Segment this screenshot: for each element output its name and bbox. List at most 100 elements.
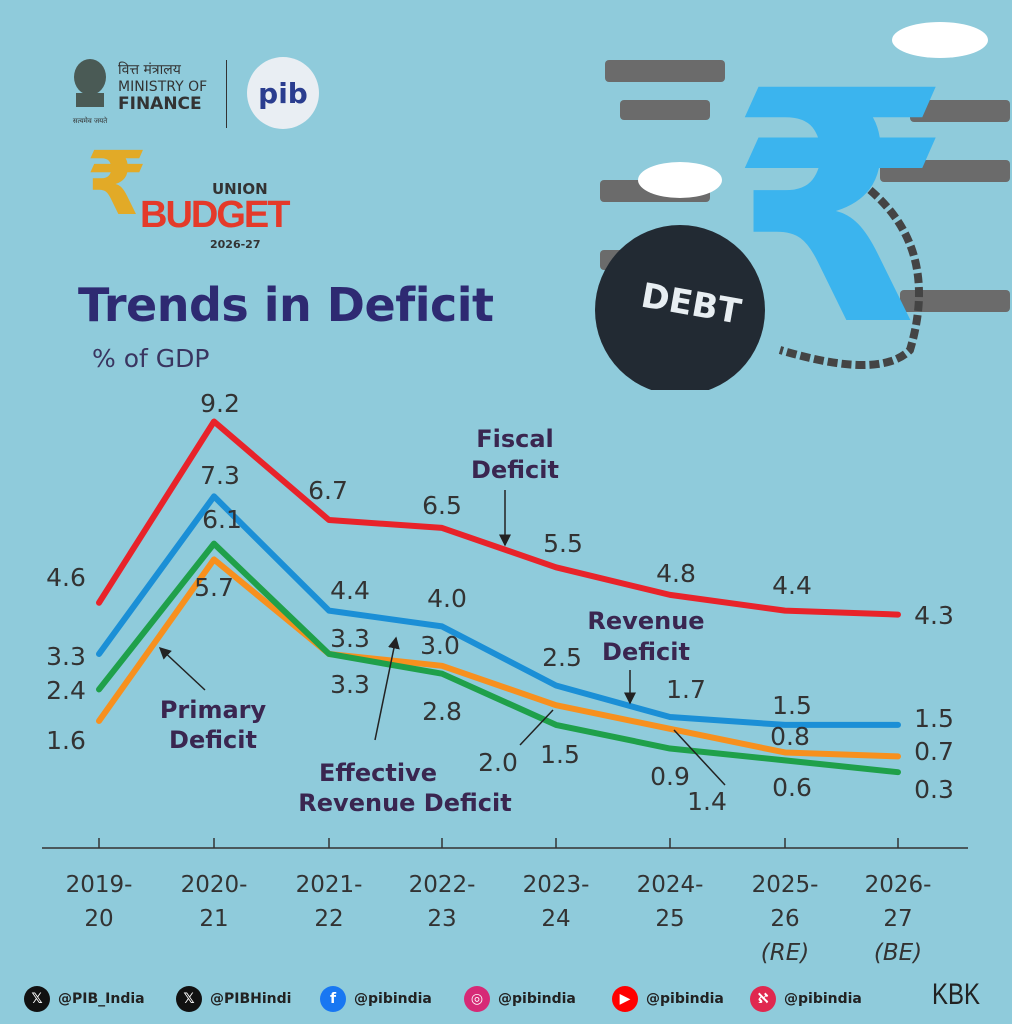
x-tick-label: (BE) [874, 940, 922, 966]
data-label: 0.3 [914, 775, 954, 804]
facebook-icon: f [320, 986, 346, 1012]
social-handle[interactable]: f @pibindia [320, 986, 432, 1012]
x-tick-label: 2019- [66, 872, 133, 898]
data-label: 3.3 [46, 642, 86, 671]
x-tick-label: 26 [770, 906, 799, 932]
youtube-icon: ▶ [612, 986, 638, 1012]
ministry-hindi: वित्त मंत्रालय [118, 62, 181, 78]
series-annotation: Deficit [471, 456, 559, 484]
social-handle[interactable]: ◎ @pibindia [464, 986, 576, 1012]
data-label: 2.5 [542, 643, 582, 672]
divider [226, 60, 227, 128]
leader-line [673, 729, 726, 786]
handle-text: @PIBHindi [210, 991, 292, 1007]
x-tick-label: 25 [655, 906, 684, 932]
x-tick-label: (RE) [761, 940, 809, 966]
series-line-effective-revenue-deficit [96, 540, 901, 776]
chart-title: Trends in Deficit [78, 278, 494, 332]
social-handle[interactable]: 𝕏 @PIB_India [24, 986, 145, 1012]
x-tick-label: 23 [427, 906, 456, 932]
series-annotation: Primary [160, 696, 267, 724]
handle-text: @pibindia [646, 991, 724, 1007]
data-label: 4.6 [46, 563, 86, 592]
series-annotation: Deficit [602, 638, 690, 666]
data-label: 3.3 [330, 624, 370, 653]
national-emblem-icon: सत्यमेव जयते [73, 59, 108, 125]
data-label: 2.4 [46, 676, 86, 705]
social-handle[interactable]: ℵ @pibindia [750, 986, 862, 1012]
handle-text: @PIB_India [58, 991, 145, 1007]
x-icon: 𝕏 [176, 986, 202, 1012]
data-label: 1.6 [46, 726, 86, 755]
data-label: 1.5 [772, 691, 812, 720]
debt-ball [595, 225, 765, 390]
social-handle[interactable]: ▶ @pibindia [612, 986, 724, 1012]
pib-logo: pib [247, 57, 319, 129]
data-label: 2.0 [478, 748, 518, 777]
koo-icon: ℵ [750, 986, 776, 1012]
x-tick-label: 2023- [523, 872, 590, 898]
data-label: 2.8 [422, 697, 462, 726]
data-label: 6.7 [308, 476, 348, 505]
data-label: 6.1 [202, 505, 242, 534]
x-tick-label: 20 [84, 906, 113, 932]
x-tick-label: 27 [883, 906, 912, 932]
data-label: 4.0 [427, 584, 467, 613]
debt-illustration: ₹ DEBT [595, 22, 1010, 390]
ministry-line2: FINANCE [118, 94, 202, 114]
data-label: 1.5 [914, 704, 954, 733]
cloud [638, 162, 722, 198]
x-tick-label: 2024- [637, 872, 704, 898]
data-label: 5.5 [543, 529, 583, 558]
data-label: 0.7 [914, 737, 954, 766]
x-tick-label: 2025- [752, 872, 819, 898]
annotation-arrow [158, 646, 206, 691]
data-label: 0.8 [770, 722, 810, 751]
y-axis-label: % of GDP [92, 344, 210, 373]
instagram-icon: ◎ [464, 986, 490, 1012]
data-label: 7.3 [200, 461, 240, 490]
series-annotation: Deficit [169, 726, 257, 754]
x-tick-label: 2020- [181, 872, 248, 898]
series-annotation: Revenue [587, 607, 704, 635]
data-label: 4.4 [772, 571, 812, 600]
credit: KBK [932, 978, 981, 1011]
leader-line [519, 709, 554, 746]
svg-text:सत्यमेव जयते: सत्यमेव जयते [73, 116, 108, 125]
x-tick-label: 22 [314, 906, 343, 932]
cloud [892, 22, 988, 58]
data-label: 1.4 [687, 787, 727, 816]
budget-word: BUDGET [140, 194, 290, 236]
ministry-line1: MINISTRY OF [118, 79, 208, 95]
series-line-primary-deficit [96, 556, 901, 760]
budget-year: 2026-27 [210, 238, 261, 251]
chain [778, 186, 923, 369]
series-line-fiscal-deficit [96, 418, 901, 618]
ministry-name: वित्त मंत्रालय MINISTRY OF FINANCE [118, 62, 207, 114]
x-tick-label: 24 [541, 906, 570, 932]
data-label: 1.7 [666, 675, 706, 704]
data-label: 0.9 [650, 762, 690, 791]
data-label: 4.3 [914, 601, 954, 630]
data-label: 0.6 [772, 773, 812, 802]
series-annotation: Fiscal [476, 425, 554, 453]
handle-text: @pibindia [354, 991, 432, 1007]
x-tick-label: 2022- [409, 872, 476, 898]
data-label: 9.2 [200, 389, 240, 418]
data-label: 5.7 [194, 573, 234, 602]
budget-union: UNION [212, 180, 268, 198]
data-label: 4.4 [330, 576, 370, 605]
data-label: 4.8 [656, 559, 696, 588]
social-handle[interactable]: 𝕏 @PIBHindi [176, 986, 291, 1012]
x-tick-label: 21 [199, 906, 228, 932]
annotation-arrow [374, 636, 400, 741]
series-annotation: Revenue Deficit [298, 789, 511, 817]
data-label: 3.0 [420, 631, 460, 660]
handle-text: @pibindia [784, 991, 862, 1007]
x-tick-label: 2026- [865, 872, 932, 898]
rupee-gold-icon: ₹ [86, 132, 148, 235]
handle-text: @pibindia [498, 991, 576, 1007]
data-label: 1.5 [540, 740, 580, 769]
line-chart: 2019- 20 2020- 21 2021- 22 2022- 23 2023- 24 2024-… [42, 389, 968, 966]
